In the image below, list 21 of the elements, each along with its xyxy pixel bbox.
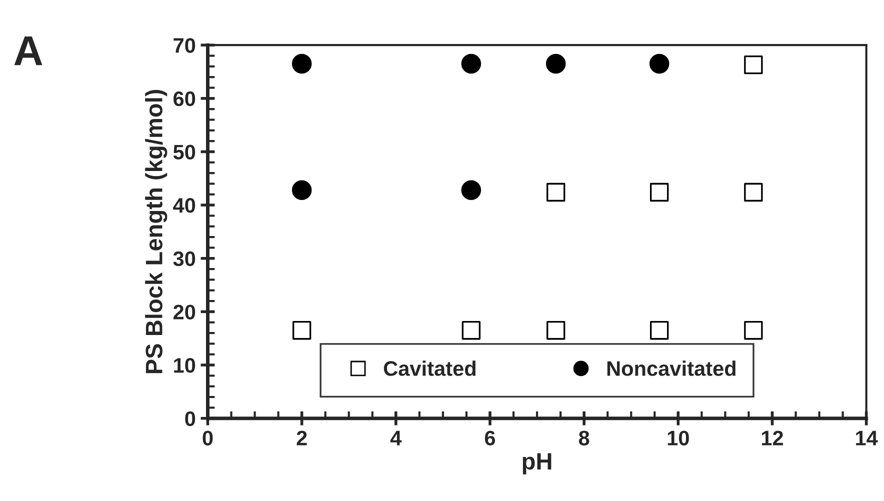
legend-label: Noncavitated [607, 360, 736, 376]
x-tick-label: 10 [668, 430, 689, 446]
y-tick-label: 20 [173, 304, 196, 320]
y-tick-label: 0 [185, 411, 196, 426]
y-tick-label: 40 [173, 198, 196, 213]
x-tick-label: 6 [484, 430, 496, 446]
x-tick-label: 0 [202, 430, 213, 446]
legend-label: Cavitated [384, 360, 476, 376]
y-tick-label: 10 [174, 358, 196, 373]
y-tick-label: 50 [173, 144, 196, 160]
x-axis-title: pH [522, 453, 552, 474]
y-tick-label: 30 [173, 251, 196, 266]
x-tick-label: 4 [390, 430, 402, 446]
y-axis-title: PS Block Length (kg/mol) [145, 90, 168, 374]
text: A [14, 36, 42, 66]
x-tick-label: 12 [762, 430, 783, 446]
y-tick-label: 60 [174, 91, 196, 106]
y-tick-label: 70 [174, 38, 196, 53]
x-tick-label: 8 [578, 430, 590, 446]
x-tick-label: 14 [856, 430, 878, 446]
x-tick-label: 2 [296, 430, 307, 446]
